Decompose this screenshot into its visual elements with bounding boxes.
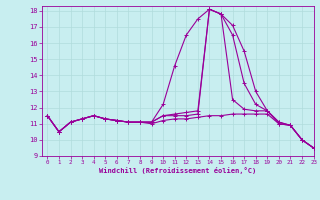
X-axis label: Windchill (Refroidissement éolien,°C): Windchill (Refroidissement éolien,°C) [99,167,256,174]
